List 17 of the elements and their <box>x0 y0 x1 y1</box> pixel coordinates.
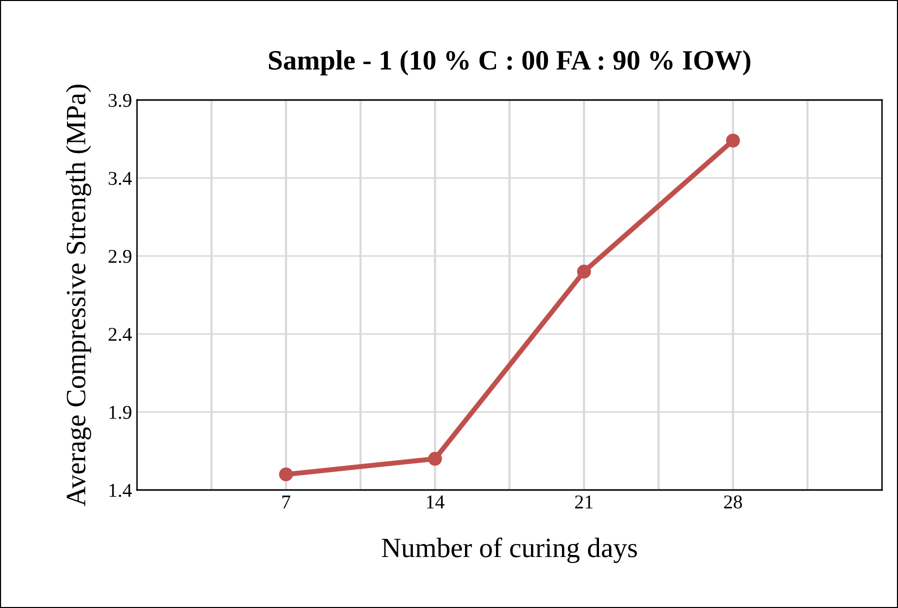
point <box>428 452 442 466</box>
point <box>279 467 293 482</box>
x-tick-label: 28 <box>724 495 742 509</box>
y-tick-label: 3.4 <box>108 172 132 186</box>
y-axis-title: Average Compressive Strength (MPa) <box>66 84 92 506</box>
y-tick-label: 2.9 <box>108 250 132 264</box>
y-tick-label: 1.4 <box>110 484 132 498</box>
x-tick-label: 21 <box>575 495 593 508</box>
point <box>726 134 740 148</box>
point <box>577 264 591 279</box>
x-axis-title: Number of curing days <box>382 537 637 564</box>
x-tick-label: 14 <box>426 496 444 508</box>
chart-title: Sample - 1 (10 % C : 00 FA : 90 % IOW) <box>268 50 750 76</box>
y-tick-label: 2.4 <box>108 328 132 342</box>
y-tick-label: 3.9 <box>108 94 132 108</box>
x-tick-label: 7 <box>282 496 290 508</box>
y-tick-label: 1.9 <box>110 406 132 420</box>
